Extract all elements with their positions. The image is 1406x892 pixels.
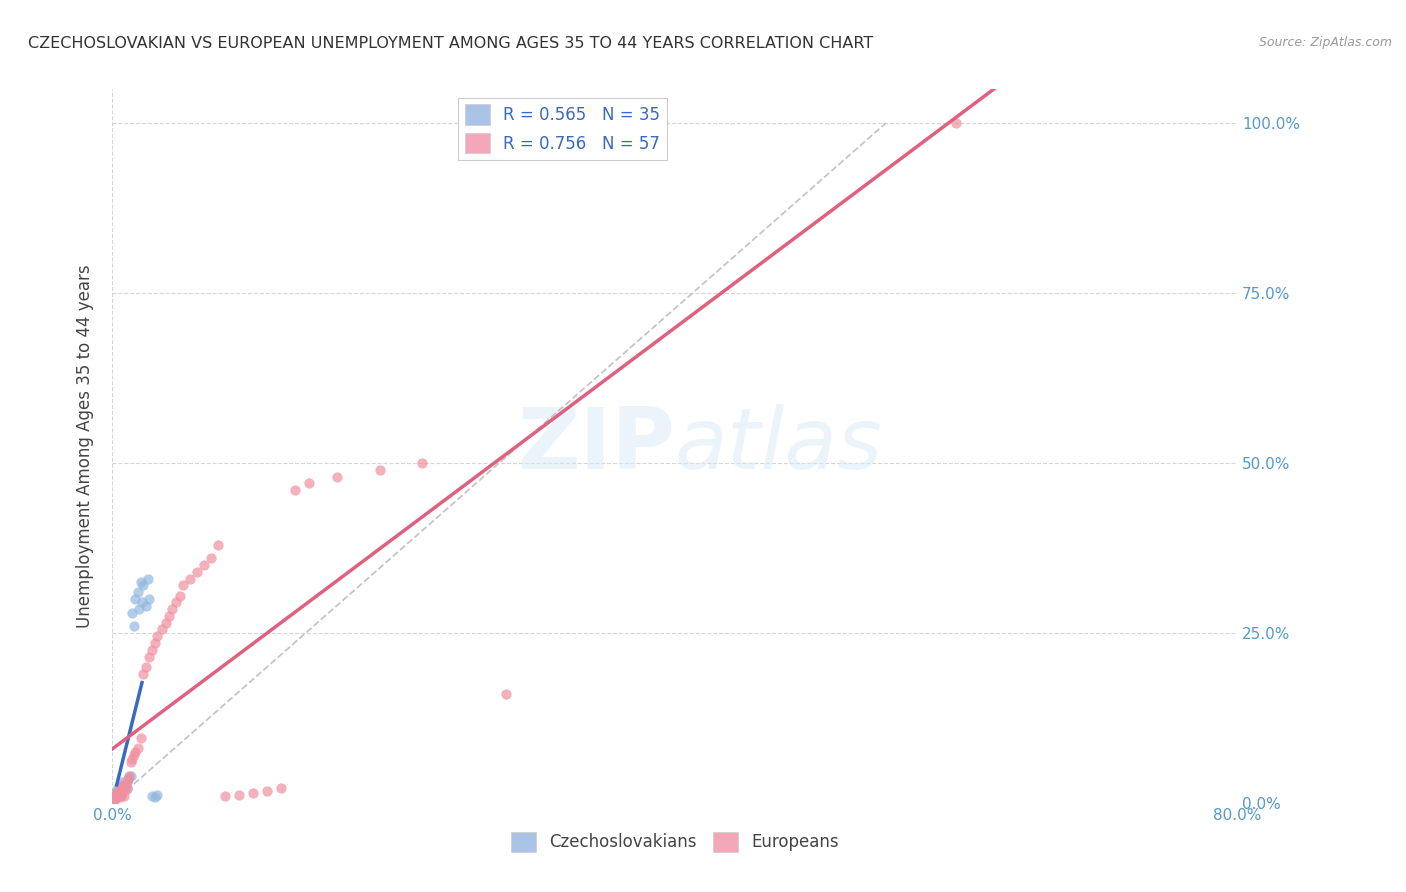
Point [207, 537, 229, 551]
Point [141, 789, 163, 803]
Point [193, 558, 215, 572]
Point [256, 783, 278, 797]
Point [110, 788, 132, 802]
Point [129, 731, 152, 746]
Point [111, 786, 134, 800]
Text: ZIP: ZIP [517, 404, 675, 488]
Point [129, 574, 152, 589]
Point [298, 476, 321, 491]
Point [135, 599, 157, 613]
Point [132, 578, 155, 592]
Point [495, 687, 517, 701]
Point [169, 589, 191, 603]
Point [179, 572, 201, 586]
Point [270, 780, 292, 795]
Point [124, 745, 146, 759]
Point [138, 591, 160, 606]
Point [122, 619, 145, 633]
Point [121, 606, 143, 620]
Point [115, 782, 138, 797]
Point [117, 772, 139, 786]
Point [146, 629, 169, 643]
Point [112, 777, 135, 791]
Point [146, 788, 169, 802]
Point [172, 578, 194, 592]
Point [143, 636, 166, 650]
Point [110, 788, 132, 802]
Point [114, 777, 136, 791]
Point [127, 585, 149, 599]
Point [105, 786, 128, 800]
Point [107, 783, 129, 797]
Point [108, 782, 131, 797]
Text: atlas: atlas [675, 404, 883, 488]
Point [110, 779, 132, 793]
Point [111, 783, 134, 797]
Text: Source: ZipAtlas.com: Source: ZipAtlas.com [1258, 36, 1392, 49]
Point [115, 780, 138, 795]
Point [104, 788, 127, 802]
Point [104, 792, 127, 806]
Point [107, 789, 129, 803]
Y-axis label: Unemployment Among Ages 35 to 44 years: Unemployment Among Ages 35 to 44 years [76, 264, 94, 628]
Point [120, 769, 142, 783]
Point [326, 469, 349, 483]
Point [108, 780, 131, 795]
Point [104, 786, 127, 800]
Point [108, 786, 131, 800]
Point [157, 608, 180, 623]
Point [135, 660, 157, 674]
Point [105, 790, 128, 805]
Text: CZECHOSLOVAKIAN VS EUROPEAN UNEMPLOYMENT AMONG AGES 35 TO 44 YEARS CORRELATION C: CZECHOSLOVAKIAN VS EUROPEAN UNEMPLOYMENT… [28, 36, 873, 51]
Point [117, 772, 139, 786]
Point [138, 649, 160, 664]
Point [112, 789, 135, 803]
Point [114, 779, 136, 793]
Point [112, 782, 135, 797]
Point [120, 755, 142, 769]
Point [127, 741, 149, 756]
Legend: Czechoslovakians, Europeans: Czechoslovakians, Europeans [503, 825, 846, 859]
Point [155, 615, 177, 630]
Point [200, 551, 222, 566]
Point [141, 643, 163, 657]
Point [103, 794, 125, 808]
Point [112, 779, 135, 793]
Point [108, 790, 131, 805]
Point [103, 792, 125, 806]
Point [368, 463, 391, 477]
Point [105, 782, 128, 797]
Point [107, 783, 129, 797]
Point [107, 789, 129, 803]
Point [104, 790, 127, 805]
Point [124, 591, 146, 606]
Point [118, 770, 141, 784]
Point [214, 789, 236, 803]
Point [242, 786, 264, 800]
Point [115, 774, 138, 789]
Point [111, 775, 134, 789]
Point [122, 748, 145, 763]
Point [131, 595, 153, 609]
Point [284, 483, 307, 498]
Point [143, 790, 166, 805]
Point [411, 456, 433, 470]
Point [132, 666, 155, 681]
Point [111, 779, 134, 793]
Point [228, 788, 250, 802]
Point [945, 116, 967, 130]
Point [110, 780, 132, 795]
Point [150, 623, 173, 637]
Point [160, 602, 183, 616]
Point [118, 769, 141, 783]
Point [115, 775, 138, 789]
Point [121, 751, 143, 765]
Point [105, 788, 128, 802]
Point [136, 572, 159, 586]
Point [165, 595, 187, 609]
Point [128, 602, 150, 616]
Point [186, 565, 208, 579]
Point [103, 789, 125, 803]
